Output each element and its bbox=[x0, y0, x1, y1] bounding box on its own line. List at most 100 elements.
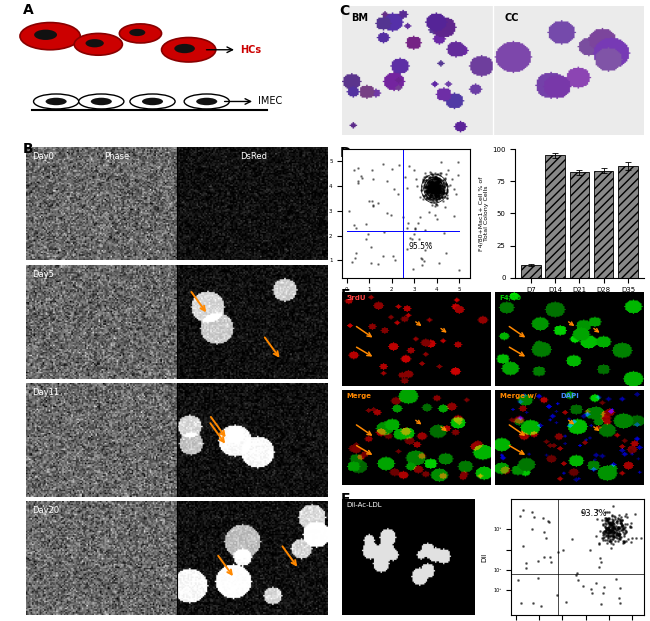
Point bbox=[418, 174, 428, 184]
Point bbox=[424, 180, 434, 190]
Point bbox=[430, 199, 441, 209]
Point bbox=[612, 516, 622, 526]
Point bbox=[440, 179, 450, 189]
Point bbox=[430, 187, 441, 197]
Point bbox=[419, 179, 430, 189]
Point bbox=[429, 184, 439, 194]
Point bbox=[361, 234, 371, 244]
Point bbox=[436, 189, 447, 199]
Point bbox=[439, 174, 450, 184]
Point bbox=[541, 533, 551, 543]
Point bbox=[432, 179, 443, 189]
Point bbox=[426, 181, 437, 191]
Point bbox=[424, 183, 435, 193]
Point bbox=[425, 193, 436, 202]
Point bbox=[430, 183, 441, 193]
Point bbox=[441, 188, 452, 197]
Ellipse shape bbox=[46, 97, 67, 105]
Point bbox=[421, 190, 432, 200]
Point bbox=[441, 194, 452, 204]
Point bbox=[437, 192, 448, 202]
Point bbox=[424, 238, 435, 248]
Point bbox=[439, 185, 449, 195]
Point bbox=[611, 532, 621, 542]
Point bbox=[437, 178, 448, 188]
Point bbox=[616, 522, 627, 532]
Point bbox=[434, 184, 444, 194]
Point bbox=[402, 243, 412, 253]
Point bbox=[436, 186, 447, 196]
Point bbox=[599, 526, 609, 536]
Point bbox=[432, 191, 443, 201]
Point bbox=[438, 175, 448, 185]
Point bbox=[421, 171, 431, 181]
Point bbox=[601, 527, 612, 537]
Point bbox=[428, 191, 439, 201]
Point bbox=[618, 527, 628, 537]
Point bbox=[421, 181, 432, 191]
Bar bbox=[569, 172, 589, 278]
Point bbox=[426, 189, 436, 199]
Point bbox=[604, 519, 615, 529]
Point bbox=[426, 179, 436, 189]
Point bbox=[607, 531, 618, 541]
Circle shape bbox=[120, 24, 162, 43]
Point bbox=[619, 525, 630, 535]
Point bbox=[434, 185, 445, 195]
Point bbox=[372, 198, 383, 208]
Point bbox=[434, 193, 444, 203]
Point bbox=[426, 188, 437, 198]
Point bbox=[601, 523, 612, 533]
Point bbox=[424, 186, 434, 196]
Point bbox=[432, 182, 443, 192]
Point bbox=[619, 529, 629, 539]
Point bbox=[603, 522, 614, 532]
Point bbox=[436, 188, 447, 198]
Point bbox=[432, 176, 443, 186]
Point bbox=[434, 183, 445, 193]
Point bbox=[432, 188, 443, 198]
Point bbox=[430, 171, 441, 181]
Point bbox=[426, 186, 437, 196]
Point bbox=[379, 227, 389, 237]
Point bbox=[428, 183, 439, 193]
Point bbox=[414, 233, 424, 243]
Point bbox=[424, 184, 435, 194]
Point bbox=[425, 185, 436, 195]
Point bbox=[424, 176, 435, 186]
Point bbox=[365, 242, 376, 252]
Point bbox=[421, 186, 431, 196]
Point bbox=[431, 186, 441, 196]
Point bbox=[618, 537, 629, 547]
Point bbox=[601, 516, 612, 526]
Point bbox=[443, 181, 454, 191]
Text: D: D bbox=[339, 147, 351, 160]
Point bbox=[604, 513, 614, 523]
Bar bbox=[594, 171, 614, 278]
Point bbox=[608, 530, 618, 540]
Point bbox=[346, 257, 357, 267]
Point bbox=[536, 601, 547, 611]
Point bbox=[438, 196, 448, 206]
Point bbox=[426, 179, 436, 189]
Point bbox=[348, 220, 359, 230]
Point bbox=[437, 179, 447, 189]
Point bbox=[602, 515, 612, 525]
Point bbox=[603, 517, 613, 527]
Point bbox=[432, 178, 442, 188]
Point bbox=[435, 181, 445, 191]
Point bbox=[421, 183, 431, 193]
Point bbox=[431, 179, 441, 189]
Point bbox=[614, 529, 625, 539]
Point bbox=[629, 509, 640, 519]
Point bbox=[432, 178, 443, 188]
Point bbox=[428, 182, 439, 192]
Text: F: F bbox=[341, 492, 350, 506]
Point bbox=[434, 177, 444, 187]
Point bbox=[419, 225, 430, 235]
Point bbox=[604, 507, 614, 517]
Point bbox=[430, 188, 440, 198]
Y-axis label: DiI: DiI bbox=[482, 552, 488, 561]
Point bbox=[442, 187, 452, 197]
Point bbox=[429, 183, 439, 193]
